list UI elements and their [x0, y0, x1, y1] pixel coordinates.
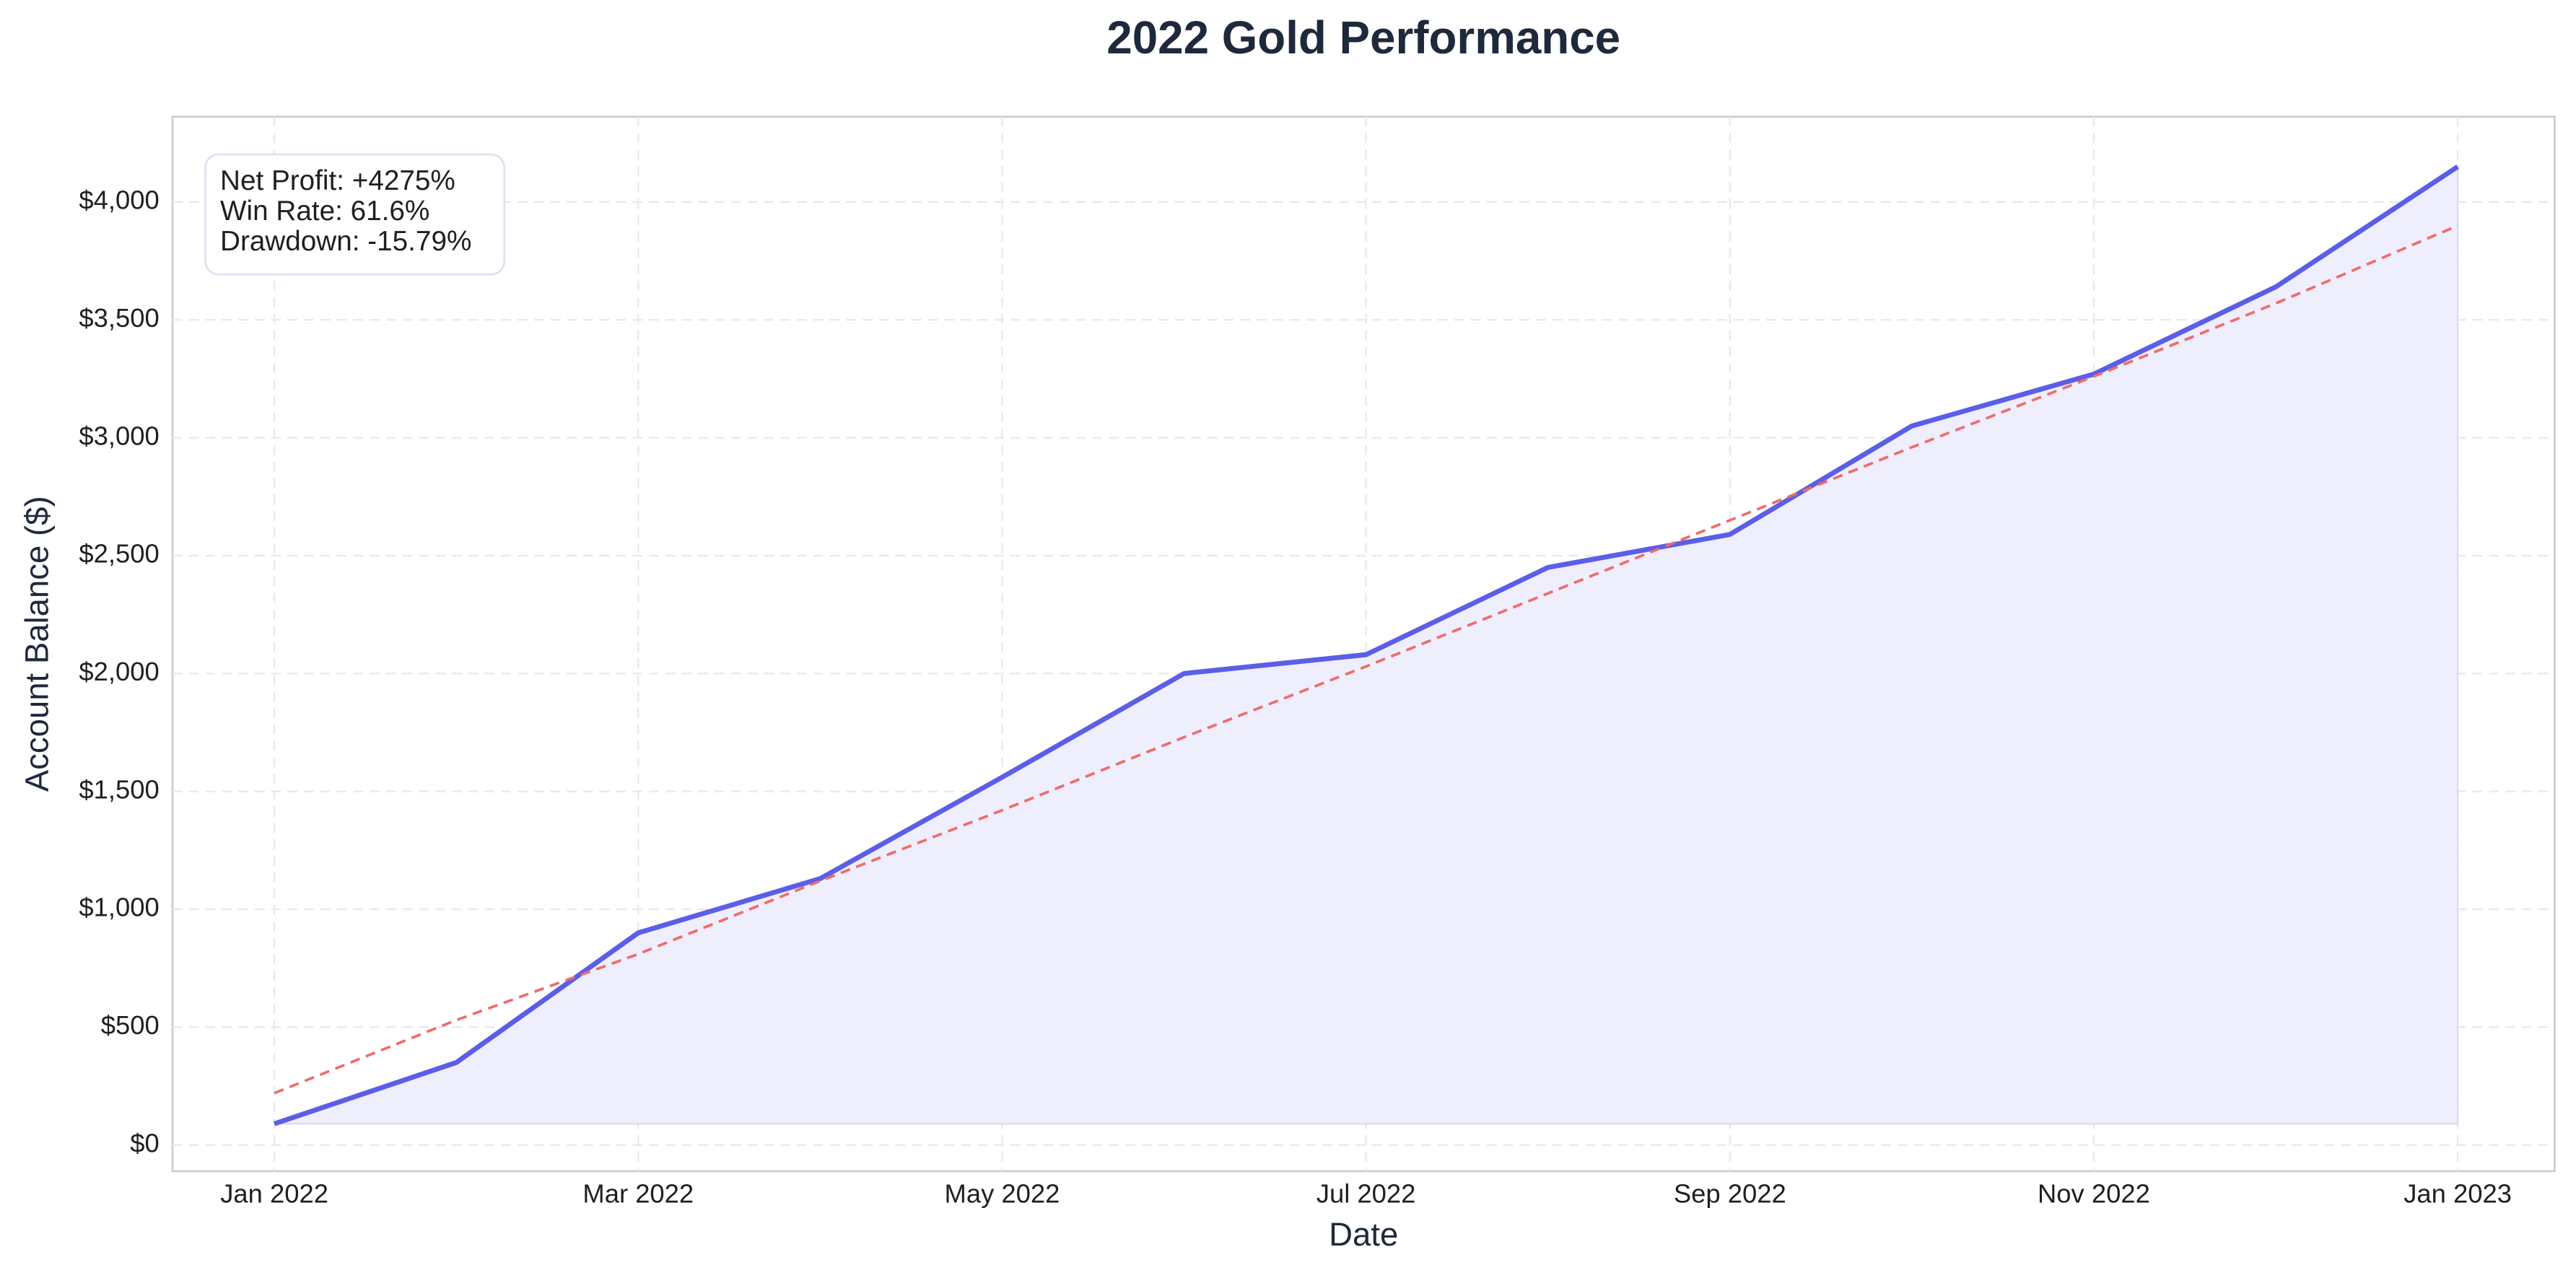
x-tick-label: Jan 2023	[2403, 1179, 2512, 1209]
y-tick-label: $4,000	[79, 185, 159, 215]
y-tick-label: $3,000	[79, 421, 159, 450]
x-tick-label: Jan 2022	[220, 1179, 328, 1209]
trend-line	[274, 224, 2458, 1095]
y-tick-label: $1,500	[79, 774, 159, 804]
y-tick-label: $1,000	[79, 893, 159, 922]
y-tick-label: $3,500	[79, 303, 159, 333]
x-axis-label: Date	[1329, 1216, 1398, 1253]
y-tick-label: $500	[101, 1010, 160, 1040]
annotation-text: Win Rate: 61.6%	[220, 196, 429, 227]
y-tick-label: $2,500	[79, 539, 159, 569]
x-tick-label: Jul 2022	[1317, 1179, 1416, 1209]
y-axis-label: Account Balance ($)	[19, 496, 56, 792]
y-tick-label: $0	[130, 1128, 160, 1157]
x-tick-label: Nov 2022	[2038, 1179, 2150, 1209]
balance-line	[274, 165, 2459, 1126]
y-tick-label: $2,000	[79, 657, 159, 686]
x-tick-label: Sep 2022	[1674, 1179, 1786, 1209]
annotation-text: Drawdown: -15.79%	[220, 226, 471, 257]
x-tick-label: May 2022	[945, 1179, 1060, 1209]
annotation-text: Net Profit: +4275%	[220, 165, 455, 196]
x-tick-label: Mar 2022	[582, 1179, 694, 1209]
annotation-box	[204, 153, 506, 276]
chart-title: 2022 Gold Performance	[1106, 12, 1620, 64]
